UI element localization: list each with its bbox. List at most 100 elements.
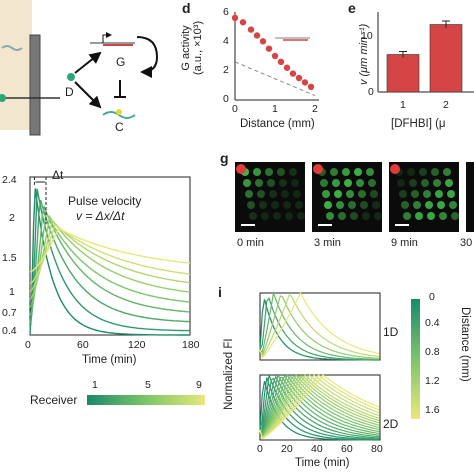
panel-e-label: e	[348, 0, 356, 16]
panel-f-colorbar-mid: 5	[145, 379, 151, 391]
panel-f-ytick-0-7: 0.7	[2, 307, 17, 319]
panel-i-label: i	[218, 284, 222, 300]
regulation-diagram: G D C	[55, 15, 170, 140]
panel-i-2d-series	[259, 374, 380, 440]
panel-i-1d-series	[259, 294, 380, 359]
micrograph-colony	[281, 190, 289, 198]
micrograph-colony	[415, 212, 423, 220]
micrograph-colony	[447, 190, 455, 198]
schematic-left	[0, 0, 60, 140]
micrograph-colony	[279, 179, 287, 187]
panel-f: 2.4 2 1.5 1 0.7 0.4 0 60 120 180 Time (m…	[0, 165, 215, 410]
node-g-label: G	[116, 55, 126, 69]
panel-i-xlabel: Time (min)	[295, 457, 350, 469]
micrograph-colony	[269, 190, 277, 198]
micrograph-colony	[265, 168, 273, 176]
micrograph-colony	[247, 201, 255, 209]
micrograph-colony	[425, 201, 433, 209]
panel-e-chart	[377, 12, 474, 93]
micrograph-colony	[330, 168, 338, 176]
panel-e-bar	[386, 54, 420, 93]
panel-f-xlabel: Time (min)	[82, 354, 137, 366]
node-d-label: D	[65, 85, 74, 99]
panel-i-2d-axes	[259, 374, 381, 441]
panel-f-chart	[29, 176, 191, 336]
panel-d-data-point	[295, 74, 303, 82]
panel-i-1d-axes	[259, 292, 381, 361]
micrograph-3-min-graphic	[313, 164, 382, 220]
micrograph-colony	[259, 201, 267, 209]
panel-d-xtick-1: 1	[272, 103, 278, 115]
panel-i-tag-1d: 1D	[383, 325, 399, 339]
micrograph-colony	[326, 212, 334, 220]
panel-d-data-point	[253, 32, 261, 39]
micrograph-colony	[261, 212, 269, 220]
panel-f-colorbar-label: Receiver	[30, 393, 78, 407]
panel-d-ytick-6: 6	[223, 6, 229, 18]
panel-d-data-point	[231, 14, 239, 22]
panel-i-chart	[259, 290, 381, 441]
micrograph-colony	[277, 168, 285, 176]
micrograph-colony	[356, 179, 364, 187]
panel-d-chart	[231, 12, 319, 101]
panel-i-xtick-40: 40	[311, 443, 323, 455]
micrograph-colony	[439, 212, 447, 220]
micrograph-9-min-caption: 9 min	[391, 237, 418, 249]
panel-d-ytick-0: 0	[223, 93, 229, 105]
micrograph-colony	[451, 212, 459, 220]
panel-i-colorbar-tick-0-4: 0.4	[425, 317, 440, 329]
panel-f-xtick-60: 60	[77, 339, 89, 351]
micrograph-colony	[271, 201, 279, 209]
micrograph-colony	[273, 212, 281, 220]
micrograph-colony	[368, 179, 376, 187]
panel-i-xtick-0: 0	[257, 443, 263, 455]
micrograph-colony	[336, 201, 344, 209]
micrograph-9-min-graphic	[390, 164, 459, 220]
micrograph-colony	[295, 201, 303, 209]
micrograph-colony	[243, 179, 251, 187]
micrograph-colony	[285, 212, 293, 220]
micrograph-colony	[324, 201, 332, 209]
panel-i-1d-series	[259, 290, 380, 360]
panel-i-2d-series	[259, 375, 380, 439]
panel-d-label: d	[182, 0, 191, 16]
micrograph-colony	[291, 179, 299, 187]
panel-f-xtick-180: 180	[182, 339, 200, 351]
panel-i-2d-series	[259, 375, 380, 440]
panel-i-xtick-20: 20	[281, 443, 293, 455]
panel-g-label: g	[220, 150, 229, 166]
micrograph-colony	[431, 168, 439, 176]
micrograph-colony	[249, 212, 257, 220]
diagram-graphic	[67, 32, 159, 119]
panel-i-2d-series	[259, 374, 380, 440]
micrograph-colony	[362, 212, 370, 220]
micrograph-sender-colony	[236, 164, 246, 174]
panel-i-colorbar-tick-1-6: 1.6	[425, 404, 440, 416]
micrograph-colony	[403, 212, 411, 220]
micrograph-colony	[297, 212, 305, 220]
micrograph-colony	[253, 168, 261, 176]
panel-d-data-point	[307, 83, 315, 91]
panel-i-colorbar-tick-0: 0	[429, 291, 435, 303]
micrograph-colony	[334, 190, 342, 198]
micrograph-colony	[346, 190, 354, 198]
micrograph-colony	[372, 201, 380, 209]
micrograph-colony	[427, 212, 435, 220]
panel-d-xtick-0: 0	[232, 103, 238, 115]
scale-bar	[241, 224, 255, 226]
panel-i-tag-2d: 2D	[383, 417, 399, 431]
micrograph-colony	[283, 201, 291, 209]
micrograph-0-min	[235, 162, 305, 232]
micrograph-colony	[413, 201, 421, 209]
panel-i-2d-series	[259, 374, 380, 440]
micrograph-colony	[344, 179, 352, 187]
micrograph-colony	[245, 190, 253, 198]
micrograph-colony	[449, 201, 457, 209]
panel-f-ytick-0-4: 0.4	[2, 325, 17, 337]
panel-d-data-point	[289, 70, 297, 77]
panel-d-data-point	[271, 52, 279, 60]
panel-f-ytick-2-4: 2.4	[2, 174, 17, 186]
micrograph-sender-colony	[390, 164, 400, 174]
panel-i-1d-series	[259, 295, 380, 359]
panel-i-2d-series	[259, 373, 380, 440]
